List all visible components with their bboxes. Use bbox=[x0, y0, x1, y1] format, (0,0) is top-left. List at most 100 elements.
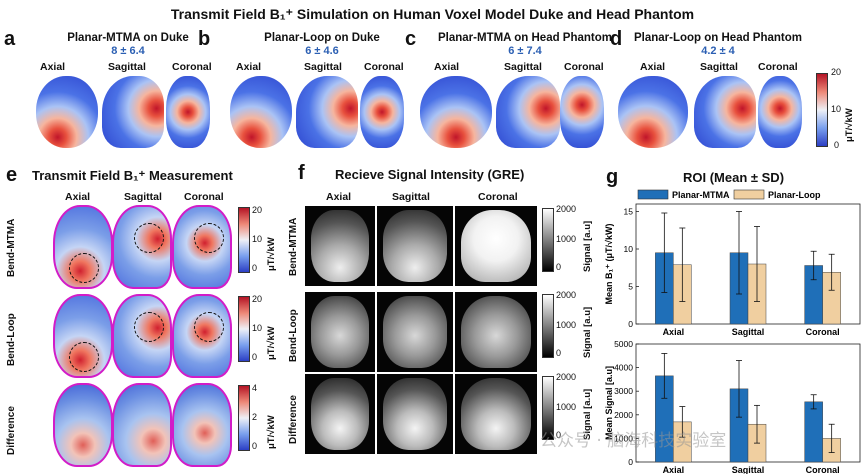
roi-circle bbox=[69, 342, 99, 372]
panel-f-row-label: Bend-MTMA bbox=[288, 217, 299, 276]
panel-f-row-label: Bend-Loop bbox=[288, 309, 299, 362]
panel-f-colorbar-bot: 0 bbox=[556, 430, 562, 440]
panel-f-colorbar-mid: 1000 bbox=[556, 320, 577, 330]
y-tick-label: 10 bbox=[624, 244, 634, 254]
y-tick-label: 0 bbox=[628, 319, 633, 329]
panel-e-colorbar-bot: 0 bbox=[252, 352, 258, 362]
top-cb-min: 0 bbox=[834, 140, 840, 150]
panel-e-row-label: Difference bbox=[6, 406, 17, 455]
x-tick-label-coronal: Coronal bbox=[806, 465, 840, 474]
b1-measure-bend-loop-sagittal bbox=[112, 294, 172, 378]
x-tick-label-axial: Axial bbox=[663, 327, 685, 337]
panel-b-view-sagittal: Sagittal bbox=[304, 61, 342, 73]
bar-planar-mtma-coronal bbox=[804, 401, 823, 463]
top-cb-unit: μT/√kW bbox=[844, 108, 855, 142]
panel-c-value: 6 ± 7.4 bbox=[508, 45, 542, 57]
panel-e-row-label: Bend-Loop bbox=[6, 313, 17, 366]
panel-e-colorbar-mid: 10 bbox=[252, 234, 263, 244]
x-tick-label-sagittal: Sagittal bbox=[732, 465, 765, 474]
signal-image-inner bbox=[311, 296, 369, 368]
panel-e-view-axial: Axial bbox=[65, 191, 91, 203]
panel-a-title: Planar-MTMA on Duke bbox=[67, 32, 189, 44]
b1-measure-difference-axial bbox=[53, 383, 113, 467]
panel-a-value: 8 ± 6.4 bbox=[111, 45, 145, 57]
panel-d-value: 4.2 ± 4 bbox=[701, 45, 735, 57]
x-tick-label-coronal: Coronal bbox=[806, 327, 840, 337]
signal-image-difference-axial bbox=[305, 374, 375, 454]
b1-map-a-axial bbox=[36, 76, 98, 148]
panel-e-colorbar-mid: 2 bbox=[252, 412, 258, 422]
panel-f-colorbar bbox=[542, 208, 554, 272]
roi-circle bbox=[134, 312, 164, 342]
roi-circle bbox=[69, 253, 99, 283]
panel-c-view-sagittal: Sagittal bbox=[504, 61, 542, 73]
signal-image-inner bbox=[383, 296, 447, 368]
b1-map-a-sagittal bbox=[102, 76, 164, 148]
panel-c-title: Planar-MTMA on Head Phantom bbox=[438, 32, 612, 44]
panel-f-row-label: Difference bbox=[288, 395, 299, 444]
y-tick-label: 2000 bbox=[614, 410, 633, 420]
panel-e-colorbar-top: 4 bbox=[252, 383, 258, 393]
b1-measure-bend-mtma-coronal bbox=[172, 205, 232, 289]
watermark: 公众号 · 脑海科技实验室 bbox=[540, 431, 727, 451]
panel-e-row-label: Bend-MTMA bbox=[6, 218, 17, 277]
b1-map-a-coronal bbox=[166, 76, 210, 148]
y-tick-label: 4000 bbox=[614, 363, 633, 373]
panel-e-colorbar-top: 20 bbox=[252, 294, 263, 304]
panel-d-title: Planar-Loop on Head Phantom bbox=[633, 32, 803, 44]
b1-map-c-axial bbox=[420, 76, 492, 148]
panel-e-title: Transmit Field B₁⁺ Measurement bbox=[32, 168, 233, 183]
y-tick-label: 5000 bbox=[614, 339, 633, 349]
y-axis-label: Mean B₁⁺ (μT/√kW) bbox=[604, 224, 614, 305]
x-tick-label-sagittal: Sagittal bbox=[732, 327, 765, 337]
b1-map-d-sagittal bbox=[694, 76, 756, 148]
panel-f-colorbar-mid: 1000 bbox=[556, 402, 577, 412]
signal-image-bend-loop-sagittal bbox=[377, 292, 453, 372]
panel-b-letter: b bbox=[198, 28, 211, 50]
panel-e-view-sagittal: Sagittal bbox=[124, 191, 162, 203]
panel-g-title: ROI (Mean ± SD) bbox=[683, 170, 785, 185]
x-tick-label-axial: Axial bbox=[663, 465, 685, 474]
b1-measure-bend-mtma-sagittal bbox=[112, 205, 172, 289]
legend-swatch-mtma bbox=[637, 189, 669, 200]
b1-measure-difference-coronal bbox=[172, 383, 232, 467]
y-tick-label: 3000 bbox=[614, 386, 633, 396]
b1-map-b-sagittal bbox=[296, 76, 358, 148]
panel-a-view-sagittal: Sagittal bbox=[108, 61, 146, 73]
panel-f-colorbar bbox=[542, 376, 554, 440]
b1-map-d-coronal bbox=[758, 76, 802, 148]
panel-b-view-axial: Axial bbox=[236, 61, 262, 73]
panel-f-colorbar-bot: 0 bbox=[556, 348, 562, 358]
panel-e-colorbar bbox=[238, 385, 250, 451]
signal-image-inner bbox=[461, 378, 531, 450]
panel-e-view-coronal: Coronal bbox=[184, 191, 224, 203]
panel-f-view-coronal: Coronal bbox=[478, 191, 518, 203]
panel-a-view-coronal: Coronal bbox=[172, 61, 212, 73]
y-tick-label: 5 bbox=[628, 282, 633, 292]
panel-c-view-coronal: Coronal bbox=[564, 61, 604, 73]
panel-e-colorbar-unit: μT/√kW bbox=[266, 326, 277, 360]
y-tick-label: 0 bbox=[628, 457, 633, 467]
legend-label-loop: Planar-Loop bbox=[768, 190, 821, 200]
panel-c-letter: c bbox=[405, 28, 417, 50]
signal-image-bend-mtma-sagittal bbox=[377, 206, 453, 286]
b1-map-d-axial bbox=[618, 76, 688, 148]
signal-image-inner bbox=[383, 378, 447, 450]
b1-map-c-sagittal bbox=[496, 76, 560, 148]
panel-e-colorbar-mid: 10 bbox=[252, 323, 263, 333]
panel-c-view-axial: Axial bbox=[434, 61, 460, 73]
panel-d-view-axial: Axial bbox=[640, 61, 666, 73]
b1-map-b-coronal bbox=[360, 76, 404, 148]
panel-f-title: Recieve Signal Intensity (GRE) bbox=[335, 167, 525, 182]
panel-f-colorbar-top: 2000 bbox=[556, 204, 577, 214]
panel-e-colorbar-bot: 0 bbox=[252, 263, 258, 273]
top-colorbar bbox=[816, 73, 828, 147]
signal-image-bend-loop-axial bbox=[305, 292, 375, 372]
b1-measure-bend-loop-coronal bbox=[172, 294, 232, 378]
panel-e-colorbar-top: 20 bbox=[252, 205, 263, 215]
y-tick-label: 1000 bbox=[614, 433, 633, 443]
panel-b-title: Planar-Loop on Duke bbox=[264, 32, 380, 44]
b1-measure-difference-sagittal bbox=[112, 383, 172, 467]
panel-d-view-coronal: Coronal bbox=[758, 61, 798, 73]
roi-bar-charts: Planar-MTMA Planar-Loop 0 5 10 15 Mean B₁⁺ (μT… bbox=[604, 189, 861, 474]
